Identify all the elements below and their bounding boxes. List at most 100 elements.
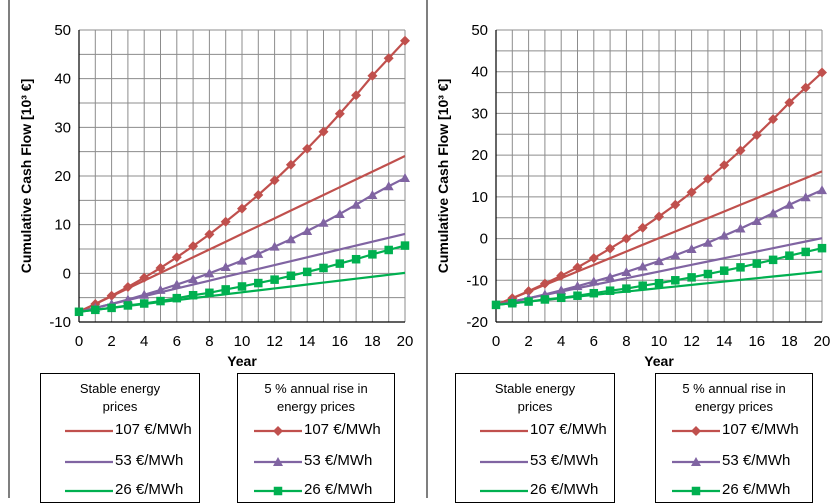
series-rise-107 <box>495 67 827 306</box>
data-point <box>368 250 377 259</box>
legend-item: 107 €/MWh <box>478 420 618 442</box>
y-axis-title: Cumulative Cash Flow [10³ €] <box>435 79 451 273</box>
legend-item: 26 €/MWh <box>670 480 810 502</box>
data-point <box>351 90 362 101</box>
data-point <box>637 222 648 233</box>
data-point <box>540 295 550 304</box>
legend-item: 107 €/MWh <box>670 420 810 442</box>
data-point <box>768 208 779 218</box>
chart-right: -20 -10 0 10 20 30 40 50 0 2 4 6 8 10 12 14 16 18 20 Year Cu… <box>435 22 830 369</box>
legend-swatch <box>65 489 113 493</box>
x-tick-label: 20 <box>397 333 414 350</box>
legend-label: 107 €/MWh <box>530 421 607 438</box>
legend-title: 5 % annual rise in energy prices <box>682 381 786 414</box>
y-tick-label: -10 <box>466 272 488 289</box>
x-tick-label: 2 <box>524 333 532 350</box>
y-tick-label: -10 <box>49 314 71 331</box>
data-point <box>318 217 329 227</box>
data-point <box>638 281 647 290</box>
x-tick-label: 2 <box>107 333 115 350</box>
legend-label: 26 €/MWh <box>530 481 599 498</box>
data-point <box>237 255 247 265</box>
legend-swatch <box>65 429 113 433</box>
x-tick-label: 4 <box>140 333 148 350</box>
legend-swatch <box>672 486 720 496</box>
data-point <box>155 284 166 294</box>
legend-swatch <box>254 457 302 466</box>
x-tick-label: 12 <box>266 333 283 350</box>
legend-swatch-marker <box>691 457 701 466</box>
data-point <box>367 189 378 199</box>
x-tick-label: 0 <box>492 333 500 350</box>
data-point <box>188 241 199 252</box>
data-point <box>654 256 664 266</box>
y-tick-label: 0 <box>63 265 71 282</box>
data-point <box>654 278 664 288</box>
data-point <box>351 254 361 264</box>
data-point <box>269 175 280 186</box>
data-point <box>155 262 166 273</box>
legend-label: 107 €/MWh <box>722 421 799 438</box>
legend-label: 53 €/MWh <box>304 452 373 469</box>
x-tick-label: 6 <box>173 333 181 350</box>
data-point <box>237 203 247 214</box>
data-point <box>523 286 534 297</box>
data-point <box>285 234 296 244</box>
legend-swatch <box>254 486 302 496</box>
data-point <box>253 248 264 258</box>
data-point <box>106 290 117 301</box>
x-axis-title: Year <box>227 353 257 369</box>
data-point <box>302 143 313 154</box>
data-point <box>800 192 811 202</box>
data-point <box>556 270 567 281</box>
data-point <box>302 267 312 277</box>
data-point <box>318 126 329 137</box>
data-point <box>784 199 795 209</box>
data-point <box>123 301 133 310</box>
data-point <box>654 211 664 222</box>
legend-item: 26 €/MWh <box>63 480 203 502</box>
x-tick-label: 4 <box>557 333 565 350</box>
data-point <box>335 259 345 268</box>
data-point <box>334 208 345 218</box>
data-point <box>605 271 616 281</box>
y-tick-label: 30 <box>54 119 71 136</box>
y-tick-label: 40 <box>471 64 488 81</box>
y-tick-label: 20 <box>54 168 71 185</box>
legend-label: 107 €/MWh <box>115 421 192 438</box>
data-point <box>491 300 501 310</box>
data-point <box>91 305 100 315</box>
data-point <box>508 298 517 308</box>
data-point <box>572 281 583 291</box>
legend-item: 53 €/MWh <box>478 451 618 473</box>
data-point <box>334 108 345 119</box>
y-tick-label: 10 <box>54 217 71 234</box>
data-point <box>719 160 730 171</box>
data-point <box>735 145 746 156</box>
legend-label: 26 €/MWh <box>722 481 791 498</box>
y-tick-label: 20 <box>471 147 488 164</box>
data-point <box>221 285 230 294</box>
data-point <box>605 243 616 254</box>
legend-label: 26 €/MWh <box>115 481 184 498</box>
data-point <box>621 266 632 276</box>
x-tick-label: 18 <box>364 333 381 350</box>
data-point <box>367 70 378 81</box>
legend-rise-left: 5 % annual rise in energy prices 107 €/M… <box>237 373 395 503</box>
data-point <box>205 288 214 298</box>
panel-frame-right <box>426 0 830 498</box>
legend-label: 26 €/MWh <box>304 481 373 498</box>
x-tick-label: 14 <box>716 333 733 350</box>
legend-swatch <box>672 457 720 466</box>
data-point <box>751 130 762 141</box>
data-point <box>302 225 313 235</box>
y-tick-label: -20 <box>466 314 488 331</box>
legend-item: 53 €/MWh <box>670 451 810 473</box>
data-point <box>621 233 632 244</box>
data-point <box>171 279 182 289</box>
data-point <box>400 35 410 46</box>
legend-item: 107 €/MWh <box>63 420 203 442</box>
y-tick-label: 30 <box>471 105 488 122</box>
